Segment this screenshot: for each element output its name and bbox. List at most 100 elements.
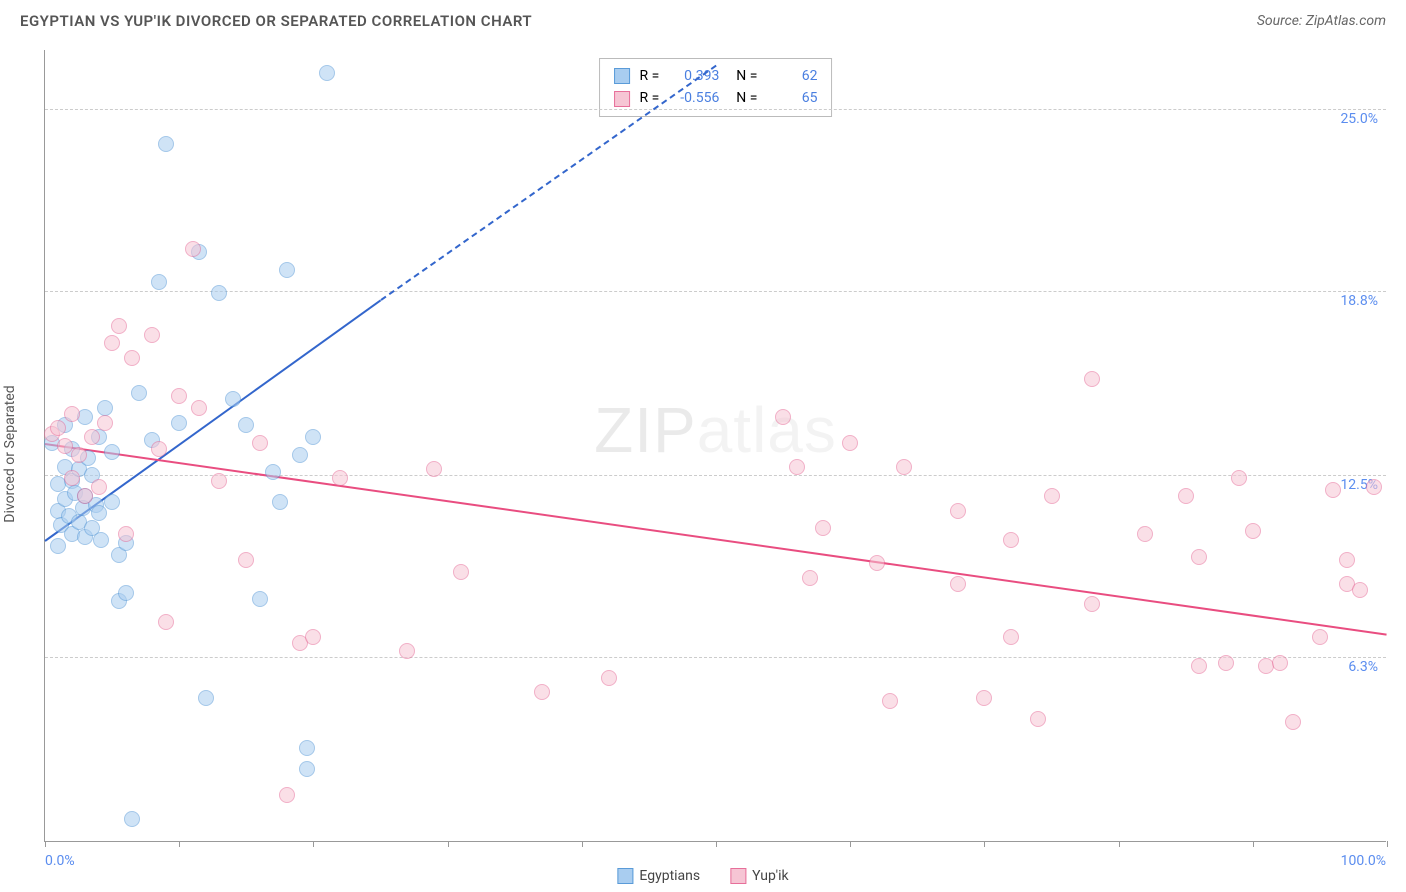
data-point: [1137, 526, 1153, 542]
data-point: [976, 690, 992, 706]
data-point: [1285, 714, 1301, 730]
data-point: [1231, 470, 1247, 486]
data-point: [50, 420, 66, 436]
x-tick: [448, 841, 449, 847]
data-point: [950, 503, 966, 519]
legend-item: Egyptians: [617, 868, 700, 884]
gridline: [45, 109, 1386, 110]
x-tick: [1253, 841, 1254, 847]
x-tick: [850, 841, 851, 847]
data-point: [211, 473, 227, 489]
legend-swatch: [614, 91, 630, 107]
plot-region: ZIPatlas R =0.393 N =62R =-0.556 N =65 6…: [44, 50, 1386, 842]
x-tick: [45, 841, 46, 847]
x-tick: [984, 841, 985, 847]
data-point: [950, 576, 966, 592]
trend-line: [45, 443, 1387, 636]
x-tick: [313, 841, 314, 847]
data-point: [124, 350, 140, 366]
data-point: [332, 470, 348, 486]
data-point: [789, 459, 805, 475]
data-point: [97, 400, 113, 416]
data-point: [1084, 371, 1100, 387]
data-point: [104, 494, 120, 510]
data-point: [151, 274, 167, 290]
x-max-label: 100.0%: [1341, 853, 1386, 869]
data-point: [1084, 596, 1100, 612]
data-point: [775, 409, 791, 425]
data-point: [91, 479, 107, 495]
data-point: [319, 65, 335, 81]
chart-area: ZIPatlas R =0.393 N =62R =-0.556 N =65 6…: [44, 50, 1386, 842]
data-point: [104, 444, 120, 460]
data-point: [426, 461, 442, 477]
n-value: 62: [767, 65, 817, 87]
data-point: [131, 385, 147, 401]
data-point: [191, 400, 207, 416]
data-point: [158, 136, 174, 152]
x-min-label: 0.0%: [45, 853, 75, 869]
y-tick-label: 6.3%: [1348, 659, 1378, 675]
x-tick: [179, 841, 180, 847]
data-point: [93, 532, 109, 548]
n-value: 65: [767, 87, 817, 109]
gridline: [45, 475, 1386, 476]
data-point: [802, 570, 818, 586]
data-point: [238, 417, 254, 433]
data-point: [71, 447, 87, 463]
data-point: [50, 538, 66, 554]
data-point: [144, 327, 160, 343]
data-point: [151, 441, 167, 457]
chart-title: EGYPTIAN VS YUP'IK DIVORCED OR SEPARATED…: [20, 12, 532, 30]
data-point: [272, 494, 288, 510]
data-point: [118, 526, 134, 542]
header-row: EGYPTIAN VS YUP'IK DIVORCED OR SEPARATED…: [0, 0, 1406, 34]
data-point: [1178, 488, 1194, 504]
gridline: [45, 291, 1386, 292]
data-point: [91, 505, 107, 521]
data-point: [299, 740, 315, 756]
data-point: [1044, 488, 1060, 504]
legend-label: Egyptians: [639, 868, 700, 884]
data-point: [64, 406, 80, 422]
trend-line: [380, 65, 717, 301]
data-point: [896, 459, 912, 475]
y-axis-label: Divorced or Separated: [2, 385, 18, 522]
data-point: [305, 629, 321, 645]
data-point: [124, 811, 140, 827]
data-point: [1191, 549, 1207, 565]
x-tick: [716, 841, 717, 847]
legend-swatch: [730, 868, 746, 884]
stats-row: R =-0.556 N =65: [614, 87, 818, 109]
data-point: [64, 470, 80, 486]
data-point: [1312, 629, 1328, 645]
data-point: [279, 787, 295, 803]
x-tick: [1387, 841, 1388, 847]
data-point: [299, 761, 315, 777]
legend-swatch: [614, 68, 630, 84]
legend-swatch: [617, 868, 633, 884]
stats-row: R =0.393 N =62: [614, 65, 818, 87]
data-point: [1191, 658, 1207, 674]
data-point: [453, 564, 469, 580]
data-point: [118, 585, 134, 601]
y-tick-label: 25.0%: [1340, 111, 1378, 127]
data-point: [185, 241, 201, 257]
data-point: [198, 690, 214, 706]
data-point: [869, 555, 885, 571]
data-point: [399, 643, 415, 659]
data-point: [1352, 582, 1368, 598]
data-point: [171, 388, 187, 404]
data-point: [1030, 711, 1046, 727]
x-tick: [1119, 841, 1120, 847]
data-point: [252, 591, 268, 607]
data-point: [84, 429, 100, 445]
data-point: [1325, 482, 1341, 498]
data-point: [265, 464, 281, 480]
legend-item: Yup'ik: [730, 868, 788, 884]
data-point: [1366, 479, 1382, 495]
data-point: [158, 614, 174, 630]
data-point: [171, 415, 187, 431]
data-point: [1003, 532, 1019, 548]
data-point: [111, 318, 127, 334]
